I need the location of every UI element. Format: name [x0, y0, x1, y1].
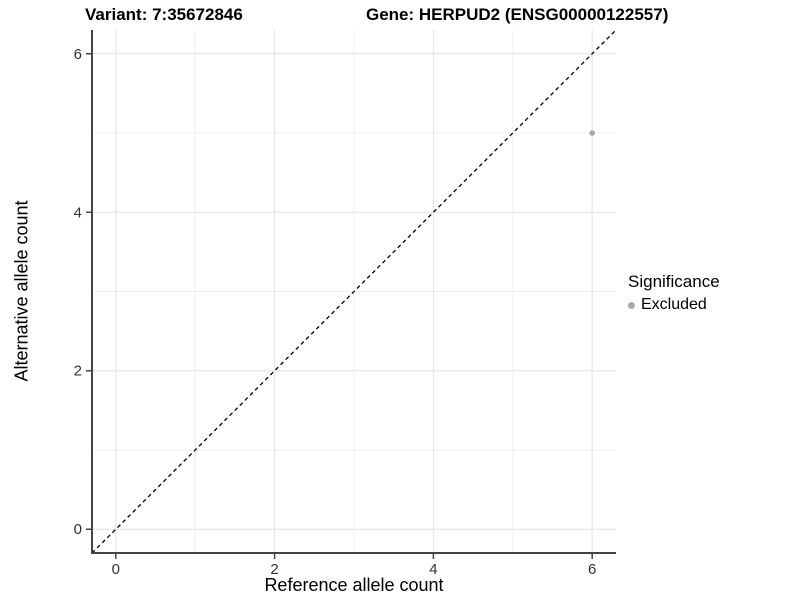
legend-item-excluded: Excluded [628, 296, 720, 314]
excluded-point-swatch [628, 301, 635, 309]
x-tick-label: 4 [429, 561, 437, 578]
legend-title: Significance [628, 272, 720, 291]
plot-title-variant: Variant: 7:35672846 [85, 5, 243, 24]
legend: Significance Excluded [628, 272, 720, 314]
x-tick-label: 2 [270, 561, 278, 578]
y-axis-title: Alternative allele count [11, 200, 32, 382]
identity-line [91, 29, 617, 554]
plot-svg: 0 2 4 6 0 2 4 6 [74, 29, 617, 578]
plot-panel: 0 2 4 6 0 2 4 6 [74, 29, 617, 578]
data-point [589, 130, 595, 136]
y-tick-label: 4 [74, 204, 82, 221]
y-tick-label: 2 [74, 363, 82, 380]
x-tick-label: 0 [112, 561, 120, 578]
x-axis-title: Reference allele count [264, 575, 444, 595]
legend-item-label: Excluded [641, 296, 707, 313]
x-tick-label: 6 [588, 561, 596, 578]
plot-title-gene: Gene: HERPUD2 (ENSG00000122557) [366, 5, 669, 24]
y-tick-label: 6 [74, 46, 82, 63]
y-tick-label: 0 [74, 521, 82, 538]
